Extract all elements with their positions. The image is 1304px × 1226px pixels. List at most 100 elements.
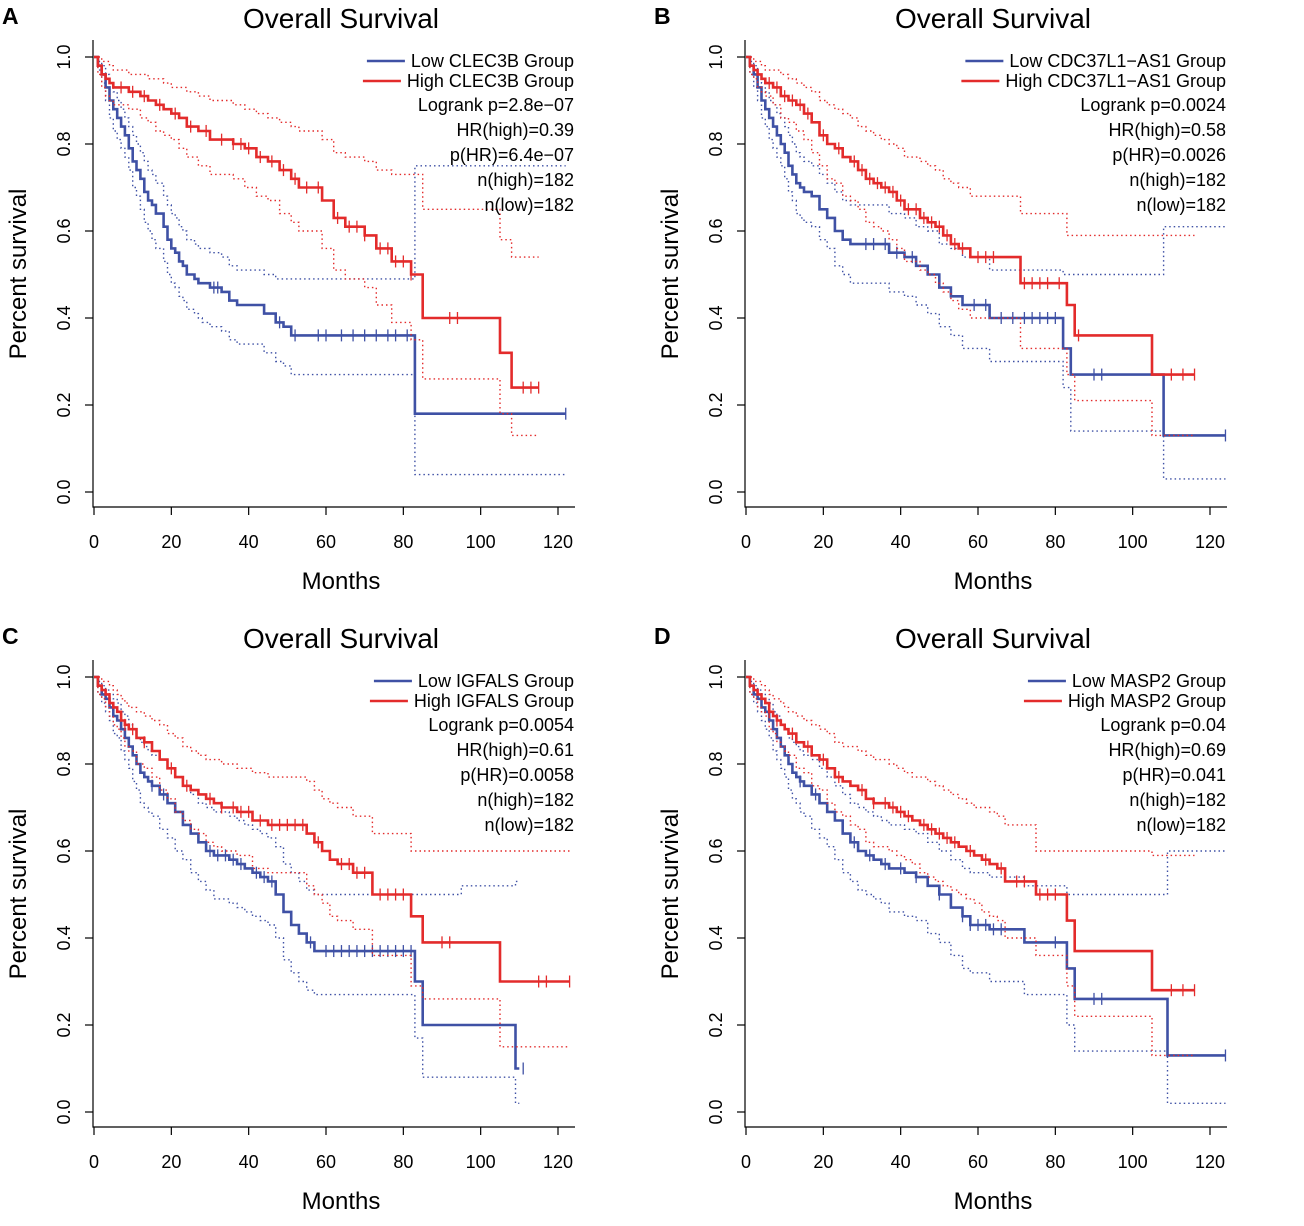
legend-label: Low IGFALS Group [418,671,574,691]
x-tick-label: 60 [968,1152,988,1172]
x-tick-label: 20 [161,532,181,552]
axis-lines [744,40,1227,508]
y-tick-label: 0.2 [706,1012,726,1037]
stat-line: p(HR)=0.0026 [1112,145,1226,165]
survival-curve [94,675,520,1070]
y-tick-label: 0.6 [54,218,74,243]
y-tick-label: 0.6 [706,218,726,243]
legend-label: High CLEC3B Group [407,71,574,91]
stat-line: p(HR)=0.0058 [460,765,574,785]
stat-line: n(low)=182 [1136,195,1226,215]
y-tick-label: 1.0 [54,44,74,69]
x-tick-label: 100 [466,1152,496,1172]
axis-lines [744,660,1227,1128]
legend-label: High IGFALS Group [414,691,574,711]
km-chart: B Overall Survival 0 20 40 60 80 100 120 0.0 0.2 0.… [654,3,1227,595]
panel-a: A Overall Survival 0 20 40 60 80 100 120 0.0 0.2 0.… [0,0,652,606]
y-tick-label: 0.8 [54,751,74,776]
survival-curve [746,55,1226,437]
y-tick-label: 0.2 [54,392,74,417]
x-axis-label: Months [302,1188,381,1215]
legend-label: Low CLEC3B Group [411,51,574,71]
x-tick-label: 80 [393,532,413,552]
stat-line: HR(high)=0.69 [1108,740,1226,760]
x-tick-label: 20 [813,532,833,552]
ci-lower-line [746,676,1226,1104]
stat-line: Logrank p=0.0024 [1080,95,1226,115]
stat-line: HR(high)=0.39 [456,120,574,140]
ci-upper-line [746,676,1195,857]
x-axis-label: Months [302,568,381,595]
y-tick-label: 0.4 [54,305,74,330]
chart-title: Overall Survival [895,623,1091,654]
y-tick-label: 1.0 [706,664,726,689]
axis-lines [92,40,575,508]
series-high [94,55,540,437]
stat-line: n(high)=182 [1129,790,1226,810]
panel-label: C [2,623,19,649]
y-tick-label: 0.2 [706,392,726,417]
y-tick-label: 0.8 [706,131,726,156]
stat-line: HR(high)=0.61 [456,740,574,760]
ci-lower-line [94,56,566,476]
x-tick-label: 40 [891,532,911,552]
x-tick-label: 80 [1045,532,1065,552]
x-tick-label: 120 [543,532,573,552]
x-tick-label: 100 [1118,1152,1148,1172]
x-tick-label: 20 [813,1152,833,1172]
y-axis-label: Percent survival [657,809,684,980]
x-axis-label: Months [954,568,1033,595]
x-tick-label: 60 [316,532,336,552]
x-tick-label: 20 [161,1152,181,1172]
x-tick-label: 100 [466,532,496,552]
x-tick-label: 0 [89,1152,99,1172]
ci-lower-line [94,676,570,1048]
y-axis-label: Percent survival [5,189,32,360]
km-chart: A Overall Survival 0 20 40 60 80 100 120 0.0 0.2 0.… [2,3,575,595]
stat-line: n(low)=182 [484,195,574,215]
x-tick-label: 0 [741,532,751,552]
y-tick-label: 0.4 [706,305,726,330]
survival-curve [94,55,539,389]
x-tick-label: 100 [1118,532,1148,552]
stat-line: n(low)=182 [484,815,574,835]
legend-label: Low CDC37L1−AS1 Group [1009,51,1226,71]
survival-curve [94,55,566,415]
panel-d: D Overall Survival 0 20 40 60 80 100 120 0.0 0.2 0.… [652,620,1304,1226]
series-low [94,55,567,476]
chart-title: Overall Survival [895,3,1091,34]
stat-line: n(low)=182 [1136,815,1226,835]
chart-title: Overall Survival [243,623,439,654]
x-tick-label: 120 [1195,1152,1225,1172]
stat-line: Logrank p=0.0054 [428,715,574,735]
y-tick-label: 0.2 [54,1012,74,1037]
stat-line: n(high)=182 [477,790,574,810]
legend-label: High CDC37L1−AS1 Group [1005,71,1226,91]
x-tick-label: 60 [316,1152,336,1172]
x-tick-label: 40 [239,1152,259,1172]
panel-label: D [654,623,671,649]
ci-upper-line [746,676,1226,896]
stat-line: p(HR)=0.041 [1122,765,1226,785]
chart-title: Overall Survival [243,3,439,34]
y-tick-label: 1.0 [54,664,74,689]
series-high [746,675,1196,1057]
ci-upper-line [94,56,566,280]
y-tick-label: 0.6 [706,838,726,863]
axis-lines [92,660,575,1128]
ci-lower-line [94,56,539,437]
survival-curve [94,675,570,983]
x-tick-label: 0 [741,1152,751,1172]
stat-line: Logrank p=0.04 [1100,715,1226,735]
legend-label: High MASP2 Group [1068,691,1226,711]
y-tick-label: 1.0 [706,44,726,69]
panel-c: C Overall Survival 0 20 40 60 80 100 120 0.0 0.2 0.… [0,620,652,1226]
y-tick-label: 0.8 [54,131,74,156]
x-axis-label: Months [954,1188,1033,1215]
stat-line: n(high)=182 [477,170,574,190]
series-low [746,675,1227,1104]
x-tick-label: 120 [1195,532,1225,552]
y-axis-label: Percent survival [657,189,684,360]
x-tick-label: 0 [89,532,99,552]
series-high [94,675,571,1048]
